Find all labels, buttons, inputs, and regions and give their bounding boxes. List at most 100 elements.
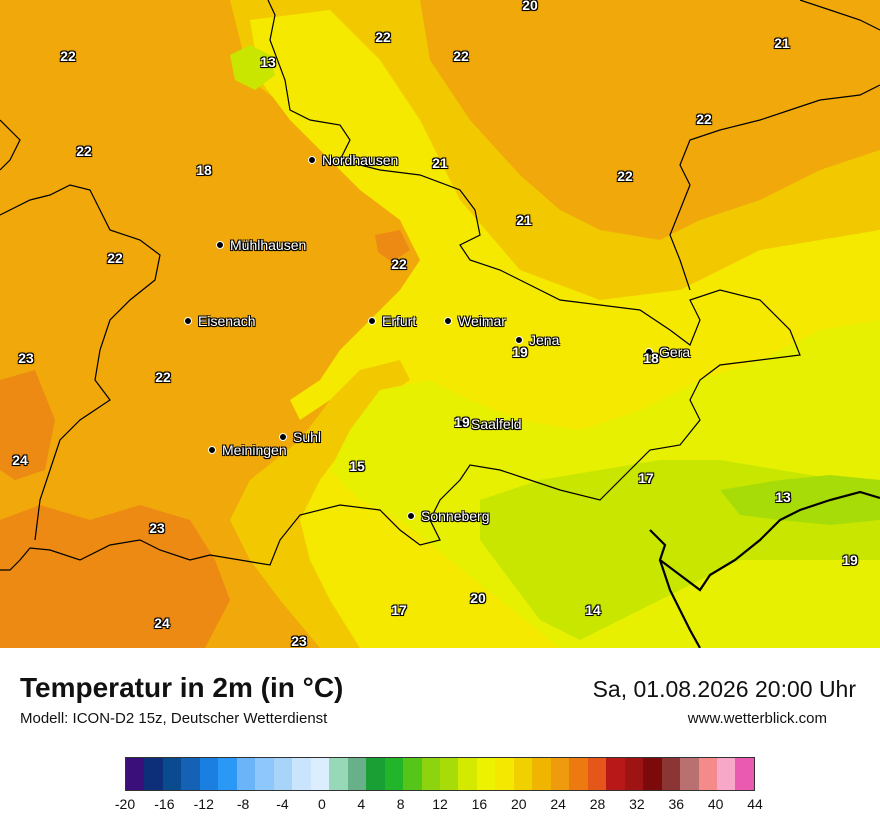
legend-tick-label: 40: [707, 796, 724, 812]
city-label: Nordhausen: [322, 152, 399, 168]
legend-swatch: [550, 758, 570, 790]
zone-14-north: [230, 45, 275, 90]
map-title: Temperatur in 2m (in °C): [20, 672, 344, 703]
legend-swatch: [735, 758, 754, 790]
state-border-northeast: [799, 0, 880, 31]
temp-label: 22: [453, 48, 469, 64]
temp-label: 22: [107, 250, 123, 266]
legend-tick-label: -8: [236, 796, 250, 812]
temp-label: 22: [155, 369, 171, 385]
temp-label: 22: [375, 29, 391, 45]
legend-tick-label: 12: [432, 796, 448, 812]
legend-tick-label: 4: [357, 796, 366, 812]
legend-tick-label: 0: [317, 796, 326, 812]
legend-swatch: [144, 758, 163, 790]
website-link: www.wetterblick.com: [687, 710, 827, 727]
city-dot: [368, 317, 376, 325]
city-jena: Jena: [515, 332, 559, 348]
city-dot: [208, 446, 216, 454]
legend-swatch: [162, 758, 182, 790]
legend-swatch: [458, 758, 477, 790]
city-dot: [216, 241, 224, 249]
forecast-datetime: Sa, 01.08.2026 20:00 Uhr: [592, 676, 856, 702]
legend-swatch: [421, 758, 440, 790]
legend-swatch: [181, 758, 200, 790]
temp-label: 19: [454, 414, 470, 430]
city-label: Sonneberg: [421, 508, 490, 524]
state-border-west: [0, 184, 161, 541]
temp-label: 22: [60, 48, 76, 64]
map-footer: Temperatur in 2m (in °C) Modell: ICON-D2…: [0, 648, 880, 830]
city-erfurt: Erfurt: [368, 313, 416, 329]
temp-label: 13: [260, 54, 276, 70]
temp-label: 24: [154, 615, 170, 631]
temp-label: 19: [842, 552, 858, 568]
city-suhl: Suhl: [279, 429, 321, 445]
legend-tick-label: 8: [396, 796, 405, 812]
city-label: Gera: [659, 344, 691, 360]
legend-swatch: [680, 758, 699, 790]
legend-tick-label: 28: [589, 796, 606, 812]
legend-swatch: [126, 758, 145, 790]
legend-swatch: [218, 758, 237, 790]
legend-swatch: [366, 758, 385, 790]
zone-24-west: [0, 370, 55, 480]
legend-swatch: [569, 758, 588, 790]
legend-tick-label: 32: [629, 796, 645, 812]
legend-swatch: [624, 758, 644, 790]
legend-swatch: [439, 758, 459, 790]
temp-label: 14: [585, 602, 601, 618]
legend-swatch: [384, 758, 404, 790]
zone-13-southeast: [720, 475, 880, 525]
legend-tick-label: -16: [154, 796, 175, 812]
temp-label: 22: [391, 256, 407, 272]
legend-swatch: [403, 758, 422, 790]
temp-label: 24: [12, 452, 28, 468]
city-dot: [308, 156, 316, 164]
city-dot: [279, 433, 287, 441]
legend-swatch: [717, 758, 736, 790]
legend-tick-label: 16: [471, 796, 488, 812]
legend-swatch: [236, 758, 256, 790]
model-source: Modell: ICON-D2 15z, Deutscher Wetterdie…: [20, 710, 328, 727]
legend-swatch: [661, 758, 681, 790]
temp-label: 19: [512, 344, 528, 360]
city-label: Meiningen: [222, 442, 287, 458]
city-label: Suhl: [293, 429, 322, 445]
legend-swatch: [310, 758, 330, 790]
city-sonneberg: Sonneberg: [407, 508, 490, 524]
legend-swatch: [643, 758, 662, 790]
legend-tick-label: -4: [276, 796, 289, 812]
temp-label: 17: [638, 470, 654, 486]
state-border: [0, 0, 801, 571]
zone-24-southwest: [0, 505, 230, 648]
temperature-map: Nordhausen Mühlhausen Eisenach Erfurt We…: [0, 0, 880, 648]
legend-swatch: [587, 758, 607, 790]
legend-swatch: [606, 758, 625, 790]
zone-24-spot: [375, 230, 410, 262]
temp-label: 22: [617, 168, 633, 184]
city-gera: Gera: [645, 344, 690, 360]
legend-swatch: [495, 758, 514, 790]
city-dot: [407, 512, 415, 520]
temp-label: 13: [775, 489, 791, 505]
temp-label: 23: [18, 350, 34, 366]
temp-label: 22: [696, 111, 712, 127]
legend-tick-label: -20: [114, 796, 136, 812]
temp-label: 18: [196, 162, 212, 178]
temp-label: 21: [774, 35, 790, 51]
city-eisenach: Eisenach: [184, 313, 256, 329]
temp-label: 23: [149, 520, 165, 536]
temp-label: 15: [349, 458, 365, 474]
city-label: Saalfeld: [471, 416, 522, 432]
city-dot: [444, 317, 452, 325]
city-label: Weimar: [458, 313, 506, 329]
color-scale-legend: [125, 757, 755, 791]
state-border-east: [669, 84, 880, 291]
temp-label: 21: [432, 155, 448, 171]
legend-swatch: [255, 758, 274, 790]
temp-label: 20: [470, 590, 486, 606]
state-border-northwest: [0, 119, 21, 171]
temp-label: 20: [522, 0, 538, 13]
legend-swatch: [329, 758, 348, 790]
